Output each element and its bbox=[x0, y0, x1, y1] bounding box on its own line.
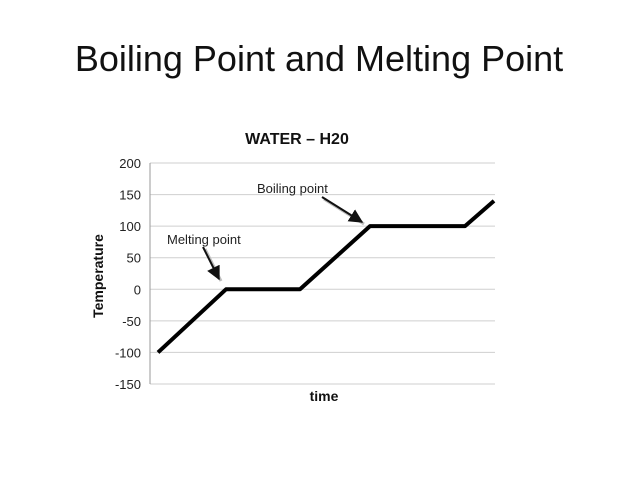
y-axis-label: Temperature bbox=[90, 234, 106, 318]
y-tick-label: -150 bbox=[115, 377, 141, 392]
y-tick-label: -50 bbox=[122, 314, 141, 329]
series-group bbox=[156, 199, 496, 354]
annotation-label: Boiling point bbox=[257, 181, 328, 196]
annotation-label: Melting point bbox=[167, 232, 241, 247]
gridlines bbox=[149, 162, 495, 385]
chart-title: WATER – H20 bbox=[245, 131, 349, 148]
x-axis-label: time bbox=[310, 388, 339, 404]
annotation-arrow bbox=[321, 196, 364, 223]
slide-title: Boiling Point and Melting Point bbox=[74, 38, 564, 79]
y-tick-label: -100 bbox=[115, 345, 141, 360]
y-tick-label: 50 bbox=[127, 251, 141, 266]
y-tick-label: 0 bbox=[134, 282, 141, 297]
y-tick-label: 150 bbox=[119, 188, 141, 203]
annotations: Melting point Boiling point bbox=[167, 181, 365, 282]
y-tick-label: 100 bbox=[119, 219, 141, 234]
y-tick-label: 200 bbox=[119, 156, 141, 171]
series-line bbox=[156, 199, 496, 354]
annotation-arrow bbox=[202, 246, 220, 281]
y-axis-ticks: 200 150 100 50 0 -50 -100 -150 bbox=[115, 156, 141, 392]
